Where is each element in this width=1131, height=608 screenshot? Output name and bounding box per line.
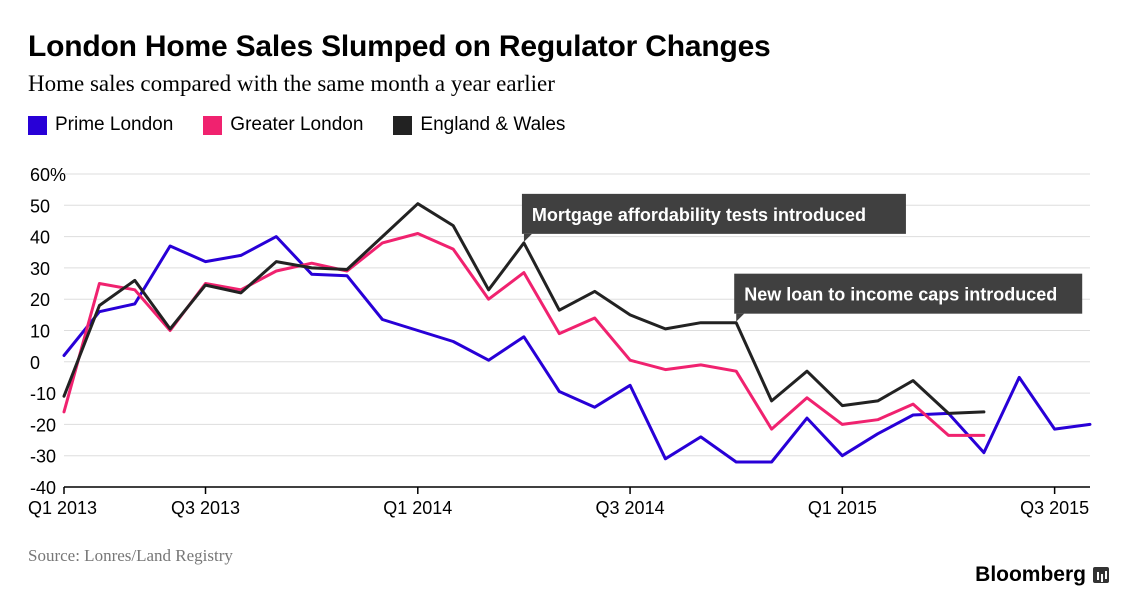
x-tick-label: Q1 2015	[808, 498, 877, 518]
y-tick-label: 50	[30, 196, 50, 216]
series-line-prime-london	[62, 235, 1092, 464]
legend-label-greater-london: Greater London	[230, 114, 364, 135]
x-tick-label: Q3 2015	[1020, 498, 1089, 518]
y-tick-label: -40	[30, 478, 56, 498]
y-tick-label: -20	[30, 415, 56, 435]
x-tick-label: Q1 2013	[28, 498, 97, 518]
chart-subtitle: Home sales compared with the same month …	[28, 71, 555, 96]
annotation-label: Mortgage affordability tests introduced	[532, 205, 866, 225]
series-line-greater-london	[62, 232, 986, 437]
y-tick-label: 60%	[30, 165, 66, 185]
bloomberg-chart-icon	[1093, 567, 1109, 583]
legend: Prime London Greater London England & Wa…	[28, 114, 595, 136]
chart-title: London Home Sales Slumped on Regulator C…	[28, 30, 771, 63]
legend-swatch-greater-london	[203, 115, 223, 135]
series-line-england-wales	[62, 202, 986, 415]
brand-name: Bloomberg	[975, 563, 1086, 586]
x-tick-label: Q1 2014	[383, 498, 452, 518]
y-tick-label: 40	[30, 228, 50, 248]
annotation-box	[521, 193, 906, 234]
annotation-box	[734, 273, 1083, 314]
legend-item-greater-london: Greater London	[203, 114, 363, 136]
y-tick-label: 0	[30, 353, 40, 373]
y-tick-label: 20	[30, 290, 50, 310]
x-tick-label: Q3 2014	[596, 498, 665, 518]
annotation-pointer	[736, 313, 745, 322]
y-tick-label: -10	[30, 384, 56, 404]
legend-swatch-prime-london	[28, 115, 47, 135]
legend-label-england-wales: England & Wales	[420, 114, 566, 135]
y-tick-label: 30	[30, 259, 50, 279]
annotation-pointer	[523, 233, 532, 242]
legend-label-prime-london: Prime London	[55, 114, 174, 135]
y-tick-label: -30	[30, 447, 56, 467]
source-note: Source: Lonres/Land Registry	[28, 546, 233, 565]
legend-item-england-wales: England & Wales	[393, 114, 565, 136]
y-tick-label: 10	[30, 322, 50, 342]
brand-logo: Bloomberg	[975, 563, 1109, 587]
legend-item-prime-london: Prime London	[28, 114, 173, 136]
legend-swatch-england-wales	[393, 115, 413, 135]
annotation-label: New loan to income caps introduced	[744, 285, 1057, 305]
x-tick-label: Q3 2013	[171, 498, 240, 518]
